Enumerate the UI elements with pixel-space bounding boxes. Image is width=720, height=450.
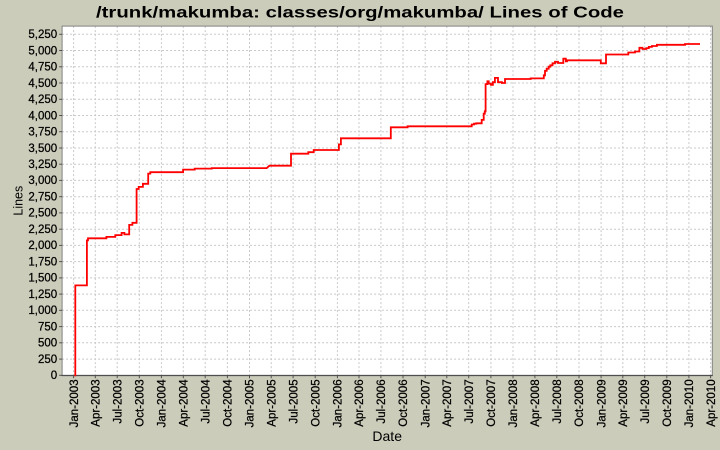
svg-text:Jul-2003: Jul-2003 [112,379,124,423]
svg-text:3,750: 3,750 [28,127,57,139]
svg-text:750: 750 [38,321,57,333]
svg-text:Jul-2008: Jul-2008 [552,379,564,423]
svg-text:Oct-2007: Oct-2007 [486,379,498,426]
svg-text:Jan-2008: Jan-2008 [508,379,520,427]
svg-text:Date: Date [372,428,402,444]
svg-text:/trunk/makumba: classes/org/ma: /trunk/makumba: classes/org/makumba/ Lin… [96,4,624,21]
svg-text:4,000: 4,000 [28,110,57,122]
svg-text:Jul-2007: Jul-2007 [464,379,476,423]
svg-text:Apr-2010: Apr-2010 [706,379,718,426]
svg-text:Oct-2009: Oct-2009 [662,379,674,426]
svg-text:Apr-2009: Apr-2009 [618,379,630,426]
svg-text:Jan-2003: Jan-2003 [69,379,81,427]
svg-text:1,000: 1,000 [28,305,57,317]
svg-text:Oct-2008: Oct-2008 [574,379,586,426]
svg-text:Jan-2010: Jan-2010 [684,379,696,427]
svg-text:Oct-2006: Oct-2006 [398,379,410,426]
svg-text:Apr-2003: Apr-2003 [91,379,103,426]
svg-text:4,500: 4,500 [28,78,57,90]
svg-text:250: 250 [38,354,57,366]
svg-text:Jan-2006: Jan-2006 [333,379,345,427]
svg-text:3,000: 3,000 [28,175,57,187]
svg-text:1,500: 1,500 [28,273,57,285]
svg-text:500: 500 [38,338,57,350]
svg-text:4,250: 4,250 [28,94,57,106]
svg-text:Oct-2003: Oct-2003 [135,379,147,426]
svg-text:5,000: 5,000 [28,45,57,57]
svg-text:2,750: 2,750 [28,192,57,204]
svg-text:Apr-2006: Apr-2006 [354,379,366,426]
svg-text:1,250: 1,250 [28,289,57,301]
svg-text:Apr-2005: Apr-2005 [266,379,278,426]
svg-text:Jan-2009: Jan-2009 [596,379,608,427]
svg-text:Apr-2004: Apr-2004 [179,379,191,427]
svg-text:4,750: 4,750 [28,62,57,74]
svg-text:2,500: 2,500 [28,208,57,220]
svg-text:0: 0 [51,370,57,382]
svg-text:3,250: 3,250 [28,159,57,171]
svg-text:2,000: 2,000 [28,240,57,252]
svg-text:Jan-2005: Jan-2005 [245,379,257,427]
svg-text:Apr-2007: Apr-2007 [442,379,454,426]
svg-text:Lines: Lines [12,186,26,216]
svg-text:2,250: 2,250 [28,224,57,236]
svg-text:1,750: 1,750 [28,256,57,268]
svg-text:5,250: 5,250 [28,29,57,41]
svg-text:Jan-2007: Jan-2007 [420,379,432,427]
svg-text:Oct-2004: Oct-2004 [223,379,235,427]
svg-text:Jul-2005: Jul-2005 [288,379,300,423]
svg-text:Jul-2004: Jul-2004 [200,379,212,424]
svg-text:Jan-2004: Jan-2004 [157,379,169,428]
svg-text:Apr-2008: Apr-2008 [530,379,542,426]
svg-text:Jul-2006: Jul-2006 [376,379,388,423]
svg-text:Oct-2005: Oct-2005 [310,379,322,426]
svg-text:Jul-2009: Jul-2009 [640,379,652,423]
svg-text:3,500: 3,500 [28,143,57,155]
